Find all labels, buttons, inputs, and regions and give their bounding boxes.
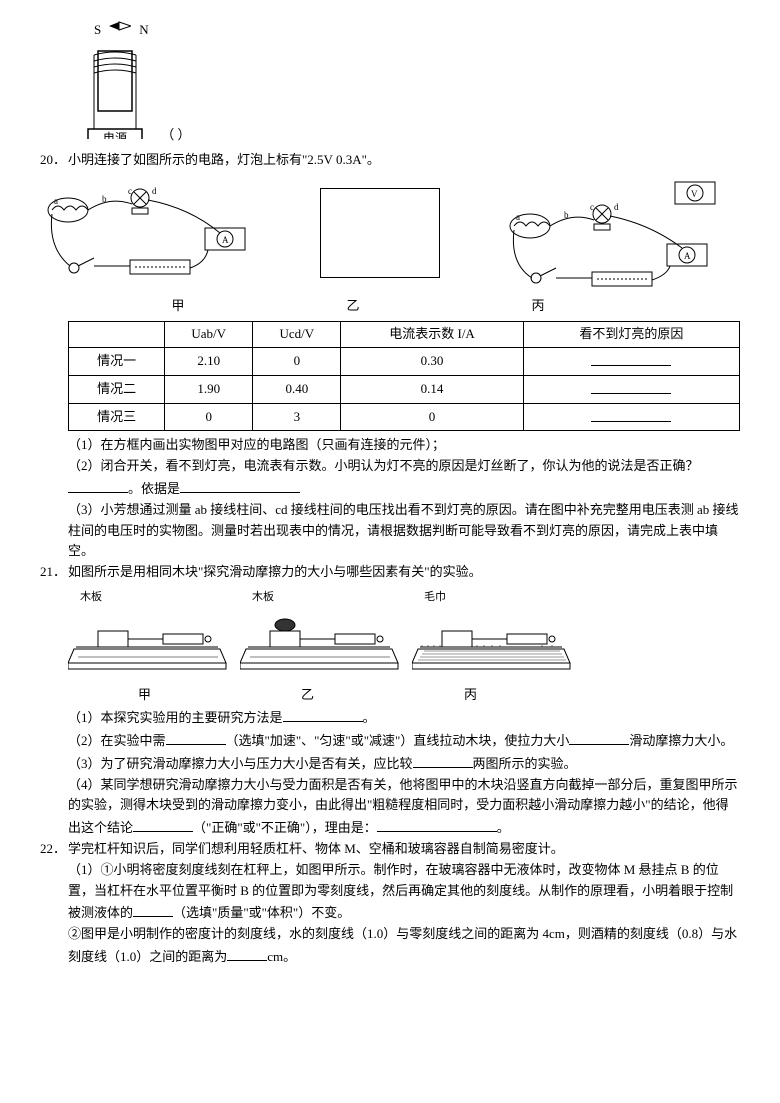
circuit-jia-svg: a b c d A bbox=[40, 178, 260, 288]
answer-blank[interactable] bbox=[591, 378, 671, 394]
q20-p2: （2）闭合开关，看不到灯亮，电流表有示数。小明认为灯不亮的原因是灯丝断了，你认为… bbox=[68, 456, 740, 500]
compass-needle-icon bbox=[109, 20, 131, 32]
label-yi: 乙 bbox=[288, 296, 418, 317]
answer-blank[interactable] bbox=[591, 406, 671, 422]
answer-blank[interactable] bbox=[283, 706, 363, 722]
svg-text:d: d bbox=[614, 202, 619, 212]
svg-text:A: A bbox=[684, 251, 691, 261]
answer-blank[interactable] bbox=[227, 945, 267, 961]
svg-text:c: c bbox=[590, 202, 594, 212]
q21-number: 21． bbox=[40, 562, 68, 583]
surface-label: 木板 bbox=[240, 589, 400, 607]
q21-stem: 如图所示是用相同木块"探究滑动摩擦力的大小与哪些因素有关"的实验。 bbox=[68, 562, 740, 583]
label-n: N bbox=[139, 20, 148, 41]
surface-label: 木板 bbox=[68, 589, 228, 607]
answer-blank[interactable] bbox=[413, 752, 473, 768]
th-current: 电流表示数 I/A bbox=[341, 322, 523, 348]
q20-circuit-figures: a b c d A V a b c d bbox=[40, 178, 740, 288]
label-jia: 甲 bbox=[68, 296, 288, 317]
q20-number: 20． bbox=[40, 150, 68, 171]
answer-blank[interactable] bbox=[180, 477, 300, 493]
label-jia: 甲 bbox=[138, 685, 151, 706]
friction-yi-svg bbox=[240, 607, 400, 677]
q22-stem: 学完杠杆知识后，同学们想利用轻质杠杆、物体 M、空桶和玻璃容器自制简易密度计。 bbox=[68, 839, 740, 860]
svg-text:A: A bbox=[222, 235, 229, 245]
answer-blank[interactable] bbox=[133, 816, 193, 832]
q21-p2: （2）在实验中需（选填"加速"、"匀速"或"减速"）直线拉动木块，使拉力大小滑动… bbox=[68, 729, 740, 752]
q21-p1: （1）本探究实验用的主要研究方法是。 bbox=[68, 706, 740, 729]
friction-jia-svg bbox=[68, 607, 228, 677]
table-row: 情况二 1.90 0.40 0.14 bbox=[69, 375, 740, 403]
q21-figure-labels: 甲 乙 丙 bbox=[68, 685, 740, 706]
answer-blank[interactable] bbox=[133, 901, 173, 917]
q20-p1: （1）在方框内画出实物图甲对应的电路图（只画有连接的元件）； bbox=[68, 435, 740, 456]
friction-bing-svg bbox=[412, 607, 572, 677]
answer-blank[interactable] bbox=[591, 350, 671, 366]
table-row: 情况三 0 3 0 bbox=[69, 403, 740, 431]
label-s: S bbox=[94, 20, 101, 41]
answer-blank[interactable] bbox=[166, 729, 226, 745]
q20-p3: （3）小芳想通过测量 ab 接线柱间、cd 接线柱间的电压找出看不到灯亮的原因。… bbox=[68, 500, 740, 562]
paren-blank: （ ） bbox=[161, 127, 190, 142]
q20-data-table: Uab/V Ucd/V 电流表示数 I/A 看不到灯亮的原因 情况一 2.10 … bbox=[68, 321, 740, 431]
answer-blank[interactable] bbox=[377, 816, 497, 832]
table-row: 情况一 2.10 0 0.30 bbox=[69, 347, 740, 375]
q21-friction-figures: 木板 木板 毛巾 bbox=[68, 589, 740, 683]
th-reason: 看不到灯亮的原因 bbox=[523, 322, 739, 348]
th-uab: Uab/V bbox=[165, 322, 253, 348]
th-ucd: Ucd/V bbox=[253, 322, 341, 348]
svg-text:a: a bbox=[54, 196, 58, 206]
svg-text:c: c bbox=[128, 186, 132, 196]
power-label: 电源 bbox=[103, 131, 127, 139]
surface-label: 毛巾 bbox=[412, 589, 572, 607]
label-bing: 丙 bbox=[418, 296, 658, 317]
label-yi: 乙 bbox=[301, 685, 314, 706]
q20-figure-labels: 甲 乙 丙 bbox=[68, 296, 740, 317]
table-header-row: Uab/V Ucd/V 电流表示数 I/A 看不到灯亮的原因 bbox=[69, 322, 740, 348]
th-blank bbox=[69, 322, 165, 348]
q22-p2: ②图甲是小明制作的密度计的刻度线，水的刻度线（1.0）与零刻度线之间的距离为 4… bbox=[68, 924, 740, 968]
q21-p4: （4）某同学想研究滑动摩擦力大小与受力面积是否有关，他将图甲中的木块沿竖直方向截… bbox=[68, 775, 740, 839]
answer-blank[interactable] bbox=[569, 729, 629, 745]
svg-text:a: a bbox=[516, 212, 520, 222]
circuit-bing-svg: V a b c d A bbox=[500, 178, 740, 288]
electromagnet-figure: S N 电源 （ ） bbox=[80, 20, 740, 146]
empty-schematic-box bbox=[320, 188, 440, 278]
electromagnet-svg: 电源 bbox=[80, 39, 150, 139]
q21-p3: （3）为了研究滑动摩擦力大小与压力大小是否有关，应比较两图所示的实验。 bbox=[68, 752, 740, 775]
label-bing: 丙 bbox=[464, 685, 477, 706]
q22-p1: （1）①小明将密度刻度线刻在杠秤上，如图甲所示。制作时，在玻璃容器中无液体时，改… bbox=[68, 860, 740, 924]
q22-number: 22． bbox=[40, 839, 68, 860]
svg-text:d: d bbox=[152, 186, 157, 196]
svg-text:V: V bbox=[691, 189, 698, 199]
answer-blank[interactable] bbox=[68, 477, 128, 493]
q20-stem: 小明连接了如图所示的电路，灯泡上标有"2.5V 0.3A"。 bbox=[68, 150, 740, 171]
